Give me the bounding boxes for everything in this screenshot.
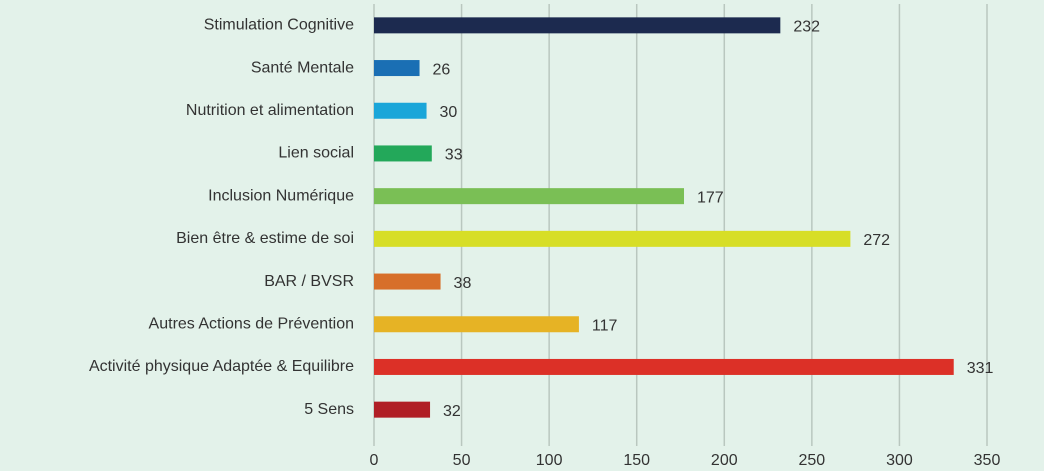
data-label: 177 (697, 189, 724, 206)
data-label: 33 (445, 147, 463, 164)
y-tick-label: Stimulation Cognitive (204, 17, 354, 34)
data-label: 232 (793, 19, 820, 36)
x-tick-label: 200 (711, 452, 738, 469)
y-tick-label: Nutrition et alimentation (186, 102, 354, 119)
y-tick-label: Inclusion Numérique (208, 187, 354, 204)
bar (374, 145, 432, 162)
y-tick-label: Activité physique Adaptée & Equilibre (89, 358, 354, 375)
data-label: 331 (967, 360, 994, 377)
bar (374, 17, 781, 34)
bar (374, 188, 685, 205)
bar (374, 230, 851, 247)
bar (374, 60, 420, 77)
bar (374, 102, 427, 119)
x-tick-label: 100 (536, 452, 563, 469)
bar (374, 401, 431, 418)
bar (374, 358, 954, 375)
x-tick-label: 150 (623, 452, 650, 469)
y-tick-label: BAR / BVSR (264, 273, 354, 290)
y-tick-label: Autres Actions de Prévention (149, 315, 354, 332)
x-tick-label: 350 (974, 452, 1001, 469)
x-tick-label: 0 (370, 452, 379, 469)
bar (374, 273, 441, 290)
y-tick-label: Bien être & estime de soi (176, 230, 354, 247)
y-tick-label: 5 Sens (304, 401, 354, 418)
x-tick-label: 50 (453, 452, 471, 469)
data-label: 272 (863, 232, 890, 249)
bar (374, 316, 579, 333)
x-tick-label: 300 (886, 452, 913, 469)
y-tick-label: Santé Mentale (251, 59, 354, 76)
data-label: 117 (592, 317, 618, 334)
y-tick-label: Lien social (278, 145, 354, 162)
data-label: 38 (454, 275, 472, 292)
x-tick-label: 250 (799, 452, 826, 469)
data-label: 26 (433, 61, 451, 78)
data-label: 30 (440, 104, 458, 121)
data-label: 32 (443, 403, 461, 420)
